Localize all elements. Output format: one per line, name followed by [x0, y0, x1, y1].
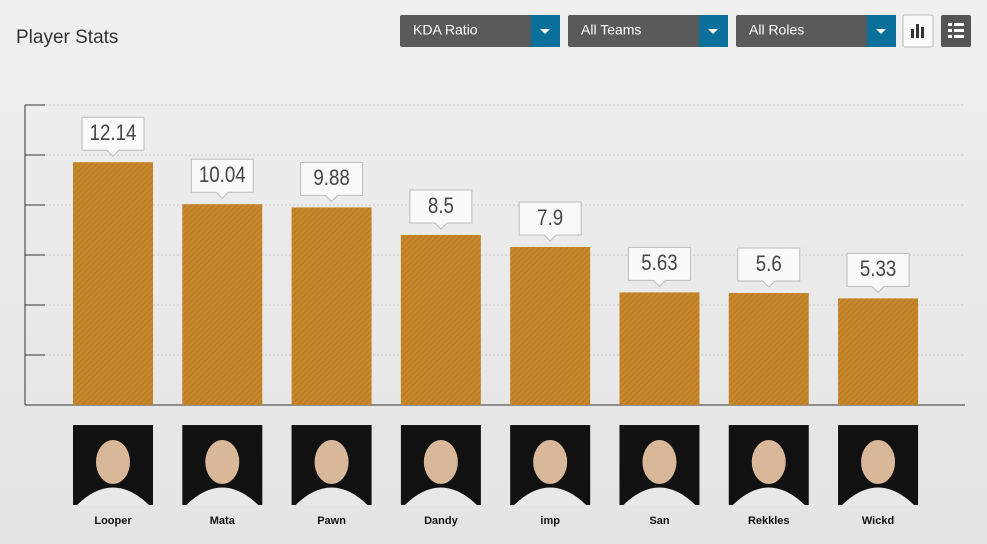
player-photo[interactable]	[619, 425, 700, 505]
bar-hatch	[619, 292, 700, 405]
player-name: Wickd	[862, 515, 894, 527]
player-name: Pawn	[317, 515, 346, 527]
photo-shoulders	[76, 487, 149, 505]
value-label: 10.04	[199, 164, 246, 188]
photo-face	[423, 440, 458, 484]
dropdown-box	[736, 15, 896, 47]
photo-face	[642, 440, 677, 484]
photo-shoulders	[732, 487, 805, 505]
bar-hatch	[400, 235, 481, 405]
photo-face	[95, 440, 130, 484]
value-callout	[300, 161, 364, 203]
dropdown-box	[568, 15, 728, 47]
list-view-button[interactable]	[941, 15, 971, 47]
player-photo[interactable]	[291, 425, 372, 505]
chart-view-button[interactable]	[902, 14, 934, 48]
photo-shoulders	[623, 487, 696, 505]
value-label: 12.14	[90, 122, 137, 146]
value-label: 5.6	[756, 252, 782, 276]
value-callout	[737, 247, 801, 288]
value-callout	[846, 252, 910, 294]
value-callout	[190, 158, 254, 199]
bar-hatch	[838, 298, 919, 405]
player-name: Dandy	[424, 515, 459, 527]
player-name: San	[649, 515, 669, 527]
photo-face	[205, 440, 240, 484]
page-title: Player Stats	[16, 27, 118, 48]
photo-face	[751, 440, 786, 484]
photo-face	[861, 440, 896, 484]
bar-hatch	[510, 247, 591, 405]
player-name: Rekkles	[748, 515, 790, 527]
photo-face	[314, 440, 349, 484]
value-label: 9.88	[313, 167, 349, 191]
dropdown-arrow	[708, 29, 718, 34]
value-callout	[627, 246, 691, 288]
bar-hatch	[291, 207, 372, 405]
player-photo[interactable]	[72, 425, 153, 505]
player-name: imp	[540, 515, 560, 527]
value-callout	[81, 116, 145, 157]
dropdown-box	[400, 15, 560, 47]
photo-shoulders	[404, 487, 477, 505]
bar-hatch	[72, 162, 153, 405]
dropdown-label: All Teams	[581, 22, 641, 38]
photo-shoulders	[842, 487, 915, 505]
photo-shoulders	[186, 487, 259, 505]
player-photo[interactable]	[510, 425, 591, 505]
player-photo[interactable]	[728, 425, 809, 505]
dropdown-label: All Roles	[749, 22, 804, 38]
value-label: 5.33	[860, 258, 896, 282]
photo-face	[533, 440, 568, 484]
value-label: 7.9	[537, 206, 563, 230]
player-name: Mata	[210, 515, 236, 527]
filter-dropdown[interactable]: All Teams	[568, 15, 728, 47]
value-label: 5.63	[641, 252, 677, 276]
value-callout	[409, 189, 473, 230]
dropdown-label: KDA Ratio	[413, 22, 478, 38]
player-photo[interactable]	[400, 425, 481, 505]
value-callout	[518, 201, 582, 242]
bar-hatch	[182, 204, 263, 405]
filter-dropdown[interactable]: All Roles	[736, 15, 896, 47]
value-label: 8.5	[428, 194, 454, 218]
filter-dropdown[interactable]: KDA Ratio	[400, 15, 560, 47]
dropdown-arrow	[876, 29, 886, 34]
player-photo[interactable]	[838, 425, 919, 505]
photo-shoulders	[514, 487, 587, 505]
bar-hatch	[728, 293, 809, 405]
dropdown-arrow	[540, 29, 550, 34]
player-photo[interactable]	[182, 425, 263, 505]
player-name: Looper	[94, 515, 132, 527]
photo-shoulders	[295, 487, 368, 505]
